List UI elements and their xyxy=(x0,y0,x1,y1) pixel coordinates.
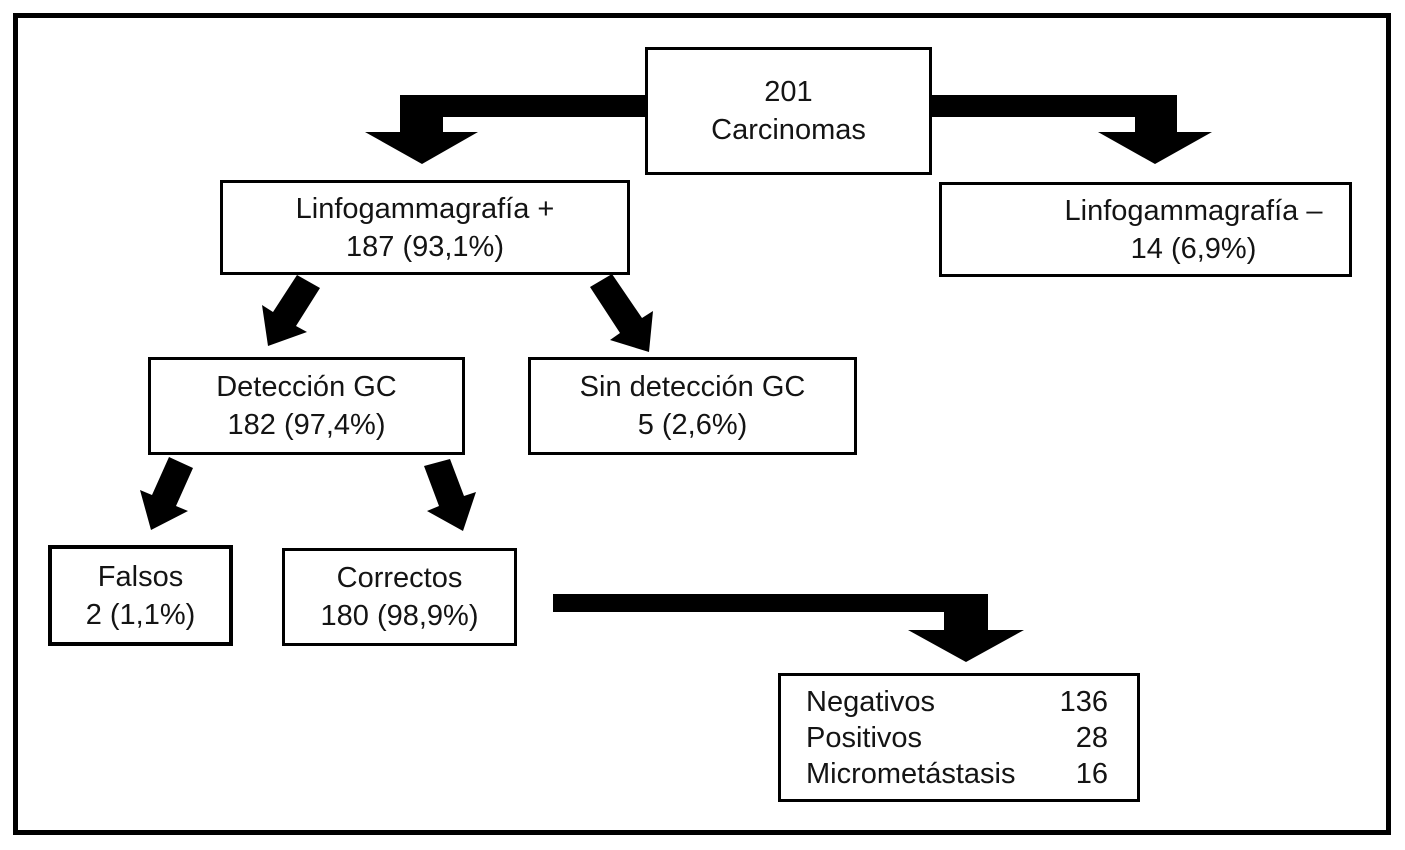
result-row-positivos: Positivos 28 xyxy=(806,720,1108,756)
result-label: Negativos xyxy=(806,686,935,718)
node-carcinomas-label: Carcinomas xyxy=(711,114,866,146)
result-label: Positivos xyxy=(806,722,923,754)
result-row-negativos: Negativos 136 xyxy=(806,684,1108,720)
node-linfo-neg-count: 14 (6,9%) xyxy=(1130,232,1257,265)
arrow-correctos-to-resultados xyxy=(553,594,1024,662)
node-falsos-label: Falsos xyxy=(97,560,184,593)
node-linfogammagrafia-positiva: Linfogammagrafía + 187 (93,1%) xyxy=(220,180,630,275)
result-value: 16 xyxy=(1075,758,1108,790)
node-falsos: Falsos 2 (1,1%) xyxy=(48,545,233,646)
arrow-linfo-pos-to-sin-deteccion xyxy=(590,274,653,352)
node-resultados: Negativos 136 Positivos 28 Micrometástas… xyxy=(778,673,1140,802)
node-carcinomas: 201 Carcinomas xyxy=(645,47,932,175)
outer-frame xyxy=(13,13,1391,835)
node-correctos: Correctos 180 (98,9%) xyxy=(282,548,517,646)
result-row-micrometastasis: Micrometástasis 16 xyxy=(806,756,1108,792)
node-sin-deteccion-label: Sin detección GC xyxy=(579,371,806,403)
node-linfogammagrafia-negativa: Linfogammagrafía – 14 (6,9%) xyxy=(939,182,1352,277)
node-sin-deteccion-count: 5 (2,6%) xyxy=(637,409,748,441)
node-correctos-label: Correctos xyxy=(336,562,463,594)
arrow-deteccion-to-falsos xyxy=(140,457,193,530)
node-correctos-count: 180 (98,9%) xyxy=(320,600,479,632)
arrow-root-to-linfo-neg xyxy=(931,95,1212,164)
arrow-deteccion-to-correctos xyxy=(424,459,476,531)
result-value: 28 xyxy=(1075,722,1108,754)
node-carcinomas-count: 201 xyxy=(764,76,813,108)
node-falsos-count: 2 (1,1%) xyxy=(85,598,196,631)
result-value: 136 xyxy=(1059,686,1108,718)
result-label: Micrometástasis xyxy=(806,758,1016,790)
node-linfo-neg-label: Linfogammagrafía – xyxy=(1064,194,1323,227)
node-deteccion-gc: Detección GC 182 (97,4%) xyxy=(148,357,465,455)
node-sin-deteccion-gc: Sin detección GC 5 (2,6%) xyxy=(528,357,857,455)
arrow-root-to-linfo-pos xyxy=(365,95,646,164)
node-linfo-pos-label: Linfogammagrafía + xyxy=(295,192,555,225)
node-deteccion-label: Detección GC xyxy=(216,371,397,403)
node-deteccion-count: 182 (97,4%) xyxy=(227,409,386,441)
node-linfo-pos-count: 187 (93,1%) xyxy=(346,230,504,263)
arrow-linfo-pos-to-deteccion xyxy=(262,275,320,346)
